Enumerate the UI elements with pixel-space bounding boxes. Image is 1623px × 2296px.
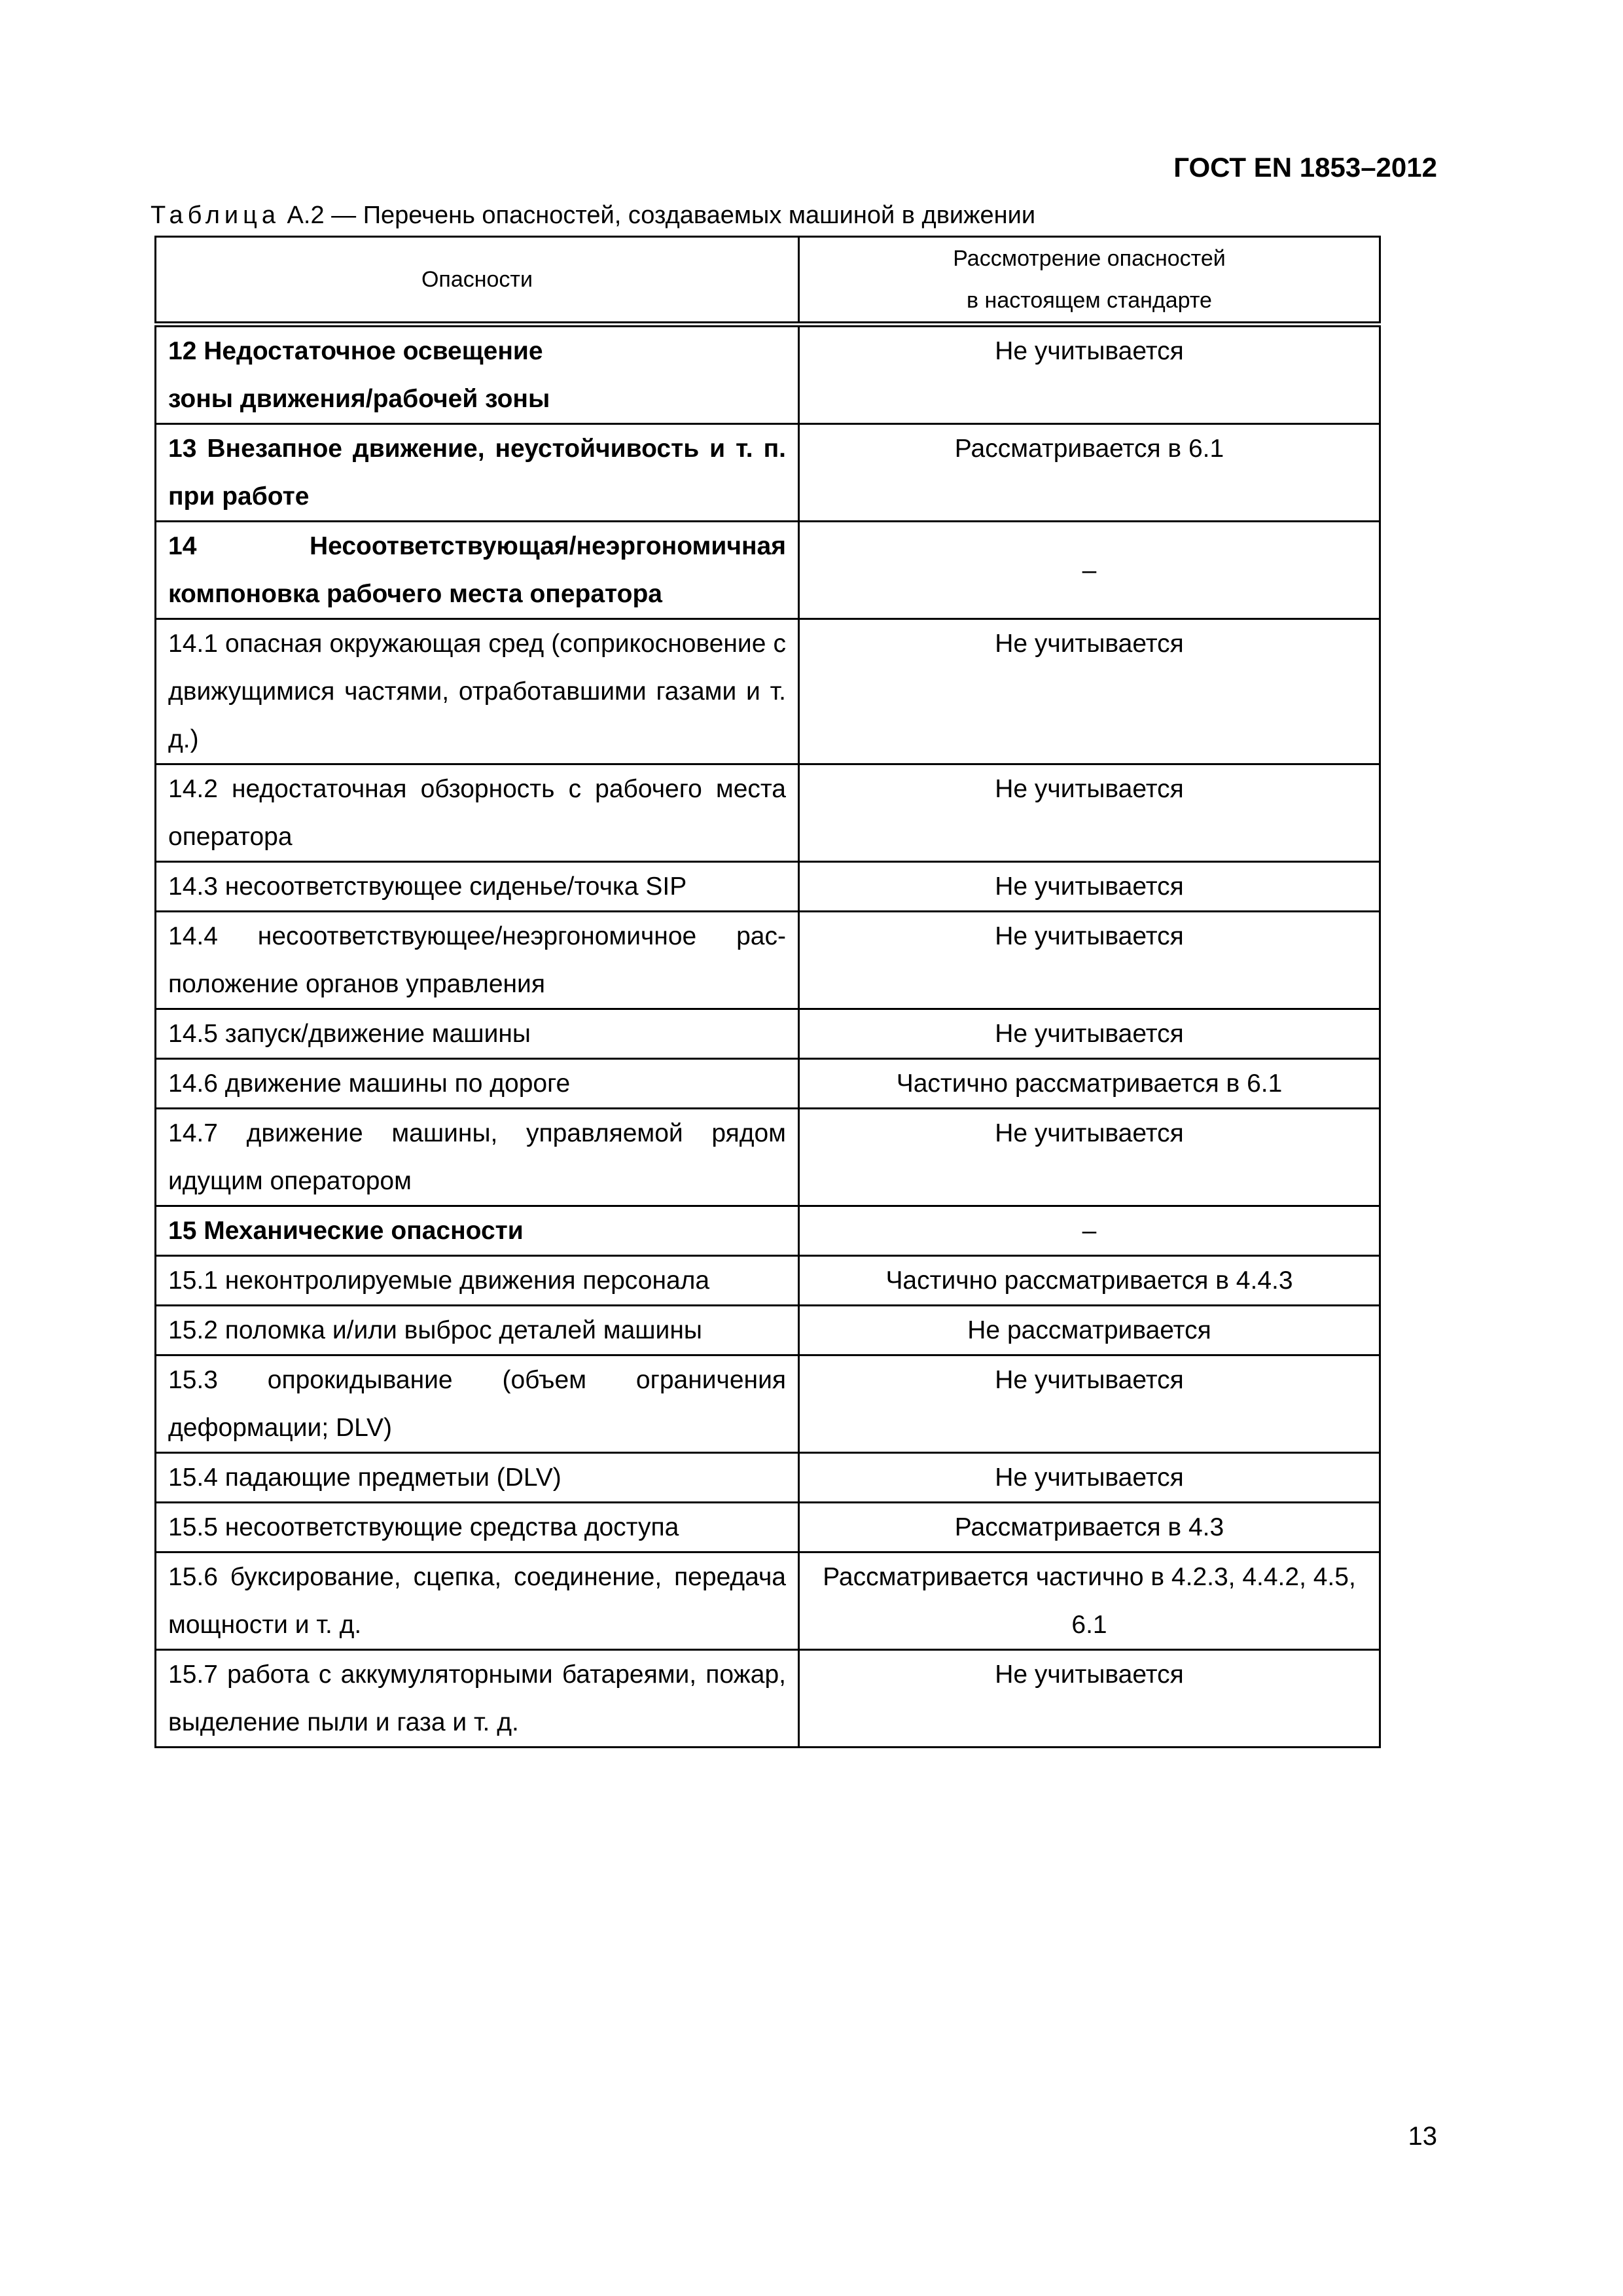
hazard-cell: 12 Недостаточное освещение зоны движения/… bbox=[154, 323, 800, 425]
consideration-cell: Не учитывается bbox=[798, 1107, 1381, 1207]
table-caption: Таблица А.2 — Перечень опасностей, созда… bbox=[151, 202, 1035, 230]
consideration-cell: Не учитывается bbox=[798, 618, 1381, 765]
consideration-cell: Рассматривается в 6.1 bbox=[798, 423, 1381, 522]
column-header-consideration: Рассмотрение опасностей в настоящем станд… bbox=[798, 236, 1381, 327]
table-caption-text: А.2 — Перечень опасностей, создаваемых м… bbox=[280, 202, 1036, 229]
hazards-table: Опасности Рассмотрение опасностей в насто… bbox=[154, 236, 1381, 1748]
hazard-cell: 15.6 буксирование, сцепка, соединение, п… bbox=[154, 1551, 800, 1651]
table-row: 15 Механические опасности – bbox=[154, 1205, 1381, 1257]
hazard-cell: 15.5 несоответствующие средства доступа bbox=[154, 1501, 800, 1553]
table-row: 14.1 опасная окружающая сред (соприкосно… bbox=[154, 618, 1381, 765]
hazard-cell: 14.1 опасная окружающая сред (соприкосно… bbox=[154, 618, 800, 765]
consideration-cell: Рассматривается частично в 4.2.3, 4.4.2,… bbox=[798, 1551, 1381, 1651]
consideration-cell: Не учитывается bbox=[798, 910, 1381, 1010]
consideration-cell: Не учитывается bbox=[798, 1008, 1381, 1060]
hazard-cell: 15.1 неконтролируемые движения персонала bbox=[154, 1255, 800, 1306]
table-row: 14.3 несоответствующее сиденье/точка SIP… bbox=[154, 861, 1381, 912]
table-row: 14.5 запуск/движение машины Не учитываетс… bbox=[154, 1008, 1381, 1060]
table-row: 15.5 несоответствующие средства доступа Р… bbox=[154, 1501, 1381, 1553]
consideration-cell: Не учитывается bbox=[798, 1649, 1381, 1748]
table-header-row: Опасности Рассмотрение опасностей в насто… bbox=[154, 236, 1381, 327]
hazard-cell: 15.3 опрокидывание (объем ограничения де… bbox=[154, 1354, 800, 1454]
hazard-cell: 14.6 движение машины по дороге bbox=[154, 1058, 800, 1109]
consideration-cell: – bbox=[798, 1205, 1381, 1257]
consideration-cell: Рассматривается в 4.3 bbox=[798, 1501, 1381, 1553]
consideration-cell: Не рассматривается bbox=[798, 1304, 1381, 1356]
table-row: 13 Внезапное движение, неустойчивость и … bbox=[154, 423, 1381, 522]
table-row: 14.7 движение машины, управляемой рядом … bbox=[154, 1107, 1381, 1207]
consideration-cell: Не учитывается bbox=[798, 1452, 1381, 1503]
hazard-cell: 15.2 поломка и/или выброс деталей машины bbox=[154, 1304, 800, 1356]
table-row: 15.7 работа с аккумуляторными батареями,… bbox=[154, 1649, 1381, 1748]
hazard-cell: 14.3 несоответствующее сиденье/точка SIP bbox=[154, 861, 800, 912]
column-header-hazards: Опасности bbox=[154, 236, 800, 327]
hazard-cell: 14.7 движение машины, управляемой рядом … bbox=[154, 1107, 800, 1207]
consideration-cell: Не учитывается bbox=[798, 763, 1381, 863]
table-row: 15.1 неконтролируемые движения персонала… bbox=[154, 1255, 1381, 1306]
table-row: 15.4 падающие предметыи (DLV) Не учитывае… bbox=[154, 1452, 1381, 1503]
page-number: 13 bbox=[1408, 2122, 1438, 2151]
consideration-cell: – bbox=[798, 520, 1381, 620]
hazard-cell: 14.2 недостаточная обзорность с рабочего… bbox=[154, 763, 800, 863]
hazard-cell: 15.4 падающие предметыи (DLV) bbox=[154, 1452, 800, 1503]
consideration-cell: Не учитывается bbox=[798, 323, 1381, 425]
consideration-cell: Частично рассматривается в 6.1 bbox=[798, 1058, 1381, 1109]
hazard-cell: 15.7 работа с аккумуляторными батареями,… bbox=[154, 1649, 800, 1748]
table-row: 12 Недостаточное освещение зоны движения/… bbox=[154, 323, 1381, 425]
hazard-cell: 14.5 запуск/движение машины bbox=[154, 1008, 800, 1060]
hazard-cell: 15 Механические опасности bbox=[154, 1205, 800, 1257]
table-caption-label: Таблица bbox=[151, 202, 280, 229]
hazard-cell: 14 Несоответствующая/неэргономичная комп… bbox=[154, 520, 800, 620]
consideration-cell: Не учитывается bbox=[798, 861, 1381, 912]
table-row: 14 Несоответствующая/неэргономичная комп… bbox=[154, 520, 1381, 620]
table-row: 14.6 движение машины по дороге Частично р… bbox=[154, 1058, 1381, 1109]
document-code: ГОСТ EN 1853–2012 bbox=[1173, 152, 1437, 183]
table-row: 15.6 буксирование, сцепка, соединение, п… bbox=[154, 1551, 1381, 1651]
hazard-cell: 13 Внезапное движение, неустойчивость и … bbox=[154, 423, 800, 522]
table-row: 15.2 поломка и/или выброс деталей машины… bbox=[154, 1304, 1381, 1356]
table-row: 15.3 опрокидывание (объем ограничения де… bbox=[154, 1354, 1381, 1454]
table-row: 14.4 несоответствующее/неэргономичное ра… bbox=[154, 910, 1381, 1010]
consideration-cell: Не учитывается bbox=[798, 1354, 1381, 1454]
table-row: 14.2 недостаточная обзорность с рабочего… bbox=[154, 763, 1381, 863]
consideration-cell: Частично рассматривается в 4.4.3 bbox=[798, 1255, 1381, 1306]
hazard-cell: 14.4 несоответствующее/неэргономичное ра… bbox=[154, 910, 800, 1010]
